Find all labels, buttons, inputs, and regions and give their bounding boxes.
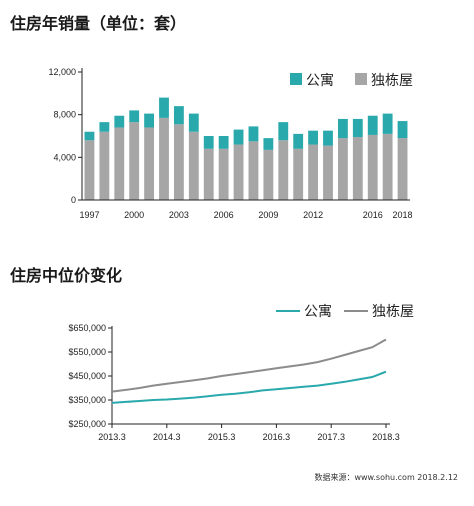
bar-apartment-2016 [367, 115, 378, 135]
bar-apartment-2017 [382, 113, 393, 134]
x-tick-label: 2017.3 [317, 432, 345, 442]
house-price-line [111, 338, 387, 393]
legend: 公寓 独栋屋 [290, 72, 413, 89]
bar-house-2005 [203, 148, 214, 200]
bar-house-2001 [144, 127, 155, 200]
x-tick-label: 2013.3 [98, 432, 126, 442]
bar-house-1997 [84, 140, 95, 200]
y-tick-label: $250,000 [68, 419, 106, 429]
axes-group: 0 4,000 8,000 12,000 1997 2000 2003 2006 2009 201… [48, 67, 412, 220]
bar-apartment-2011 [293, 133, 304, 149]
x-tick-label: 2018.3 [372, 432, 400, 442]
bars-group [84, 97, 408, 200]
legend: 公寓 独栋屋 [276, 303, 414, 320]
bar-house-2003 [173, 124, 184, 200]
bar-house-2018 [397, 138, 408, 200]
bar-apartment-2009 [263, 138, 274, 150]
x-tick-label: 2018 [393, 210, 413, 220]
y-tick-label: 8,000 [53, 110, 76, 120]
bar-house-2007 [233, 144, 244, 200]
x-tick-label: 2003 [169, 210, 189, 220]
bar-apartment-2015 [352, 118, 363, 138]
source-note: 数据来源：www.sohu.com 2018.2.12 [314, 473, 458, 482]
bar-apartment-2018 [397, 121, 408, 139]
y-tick-label: 0 [71, 195, 76, 205]
bar-apartment-2000 [129, 110, 140, 123]
axes-group: $250,000 $350,000 $450,000 $550,000 $650,000… [68, 323, 399, 442]
bar-apartment-2014 [337, 118, 348, 139]
legend-swatch [355, 73, 367, 85]
bar-house-1999 [114, 127, 125, 200]
bar-house-2006 [218, 148, 229, 200]
y-tick-label: $550,000 [68, 347, 106, 357]
bar-apartment-2012 [308, 130, 319, 145]
x-tick-label: 2000 [124, 210, 144, 220]
lines-group [111, 338, 387, 404]
bar-house-2016 [367, 134, 378, 200]
bar-house-2012 [308, 144, 319, 200]
bar-house-2011 [293, 148, 304, 200]
price-chart-title: 住房中位价变化 [10, 266, 123, 285]
apartment-price-line [111, 370, 387, 404]
annual-sales-bar-chart: 0 4,000 8,000 12,000 1997 2000 2003 2006 2009 201… [48, 67, 413, 220]
sales-chart-title: 住房年销量（单位：套） [10, 14, 187, 33]
bar-house-2000 [129, 122, 140, 200]
x-tick-label: 2009 [258, 210, 278, 220]
bar-apartment-1998 [99, 122, 110, 132]
bar-house-2013 [323, 145, 333, 200]
x-tick-label: 2016.3 [263, 432, 291, 442]
y-tick-label: $650,000 [68, 323, 106, 333]
bar-house-2014 [337, 138, 348, 200]
y-tick-label: 12,000 [48, 67, 76, 77]
y-tick-label: 4,000 [53, 152, 76, 162]
bar-apartment-1999 [114, 115, 125, 128]
bar-house-2010 [278, 140, 289, 200]
bar-apartment-2013 [323, 130, 333, 146]
bar-apartment-1997 [84, 131, 95, 141]
bar-apartment-2002 [159, 97, 169, 118]
bar-apartment-2006 [218, 136, 229, 149]
bar-house-2004 [188, 131, 199, 200]
bar-house-2009 [263, 149, 274, 200]
bar-house-2002 [159, 117, 169, 200]
x-tick-label: 2006 [214, 210, 234, 220]
bar-house-2017 [382, 133, 393, 200]
x-tick-label: 2012 [303, 210, 323, 220]
bar-apartment-2007 [233, 129, 244, 145]
legend-label: 独栋屋 [372, 303, 414, 320]
legend-label: 公寓 [306, 72, 334, 89]
bar-house-1998 [99, 131, 110, 200]
x-tick-label: 1997 [79, 210, 99, 220]
bar-apartment-2008 [248, 126, 259, 142]
legend-label: 独栋屋 [371, 72, 413, 89]
x-tick-label: 2014.3 [153, 432, 181, 442]
bar-apartment-2003 [173, 106, 184, 125]
x-tick-label: 2016 [363, 210, 383, 220]
bar-apartment-2004 [188, 113, 199, 132]
bar-house-2008 [248, 141, 259, 200]
bar-apartment-2005 [203, 136, 214, 149]
bar-apartment-2001 [144, 113, 155, 128]
legend-swatch [290, 73, 302, 85]
bar-house-2015 [352, 137, 363, 200]
y-tick-label: $450,000 [68, 371, 106, 381]
y-tick-label: $350,000 [68, 395, 106, 405]
bar-apartment-2010 [278, 122, 289, 141]
legend-label: 公寓 [304, 303, 332, 320]
x-tick-label: 2015.3 [208, 432, 236, 442]
